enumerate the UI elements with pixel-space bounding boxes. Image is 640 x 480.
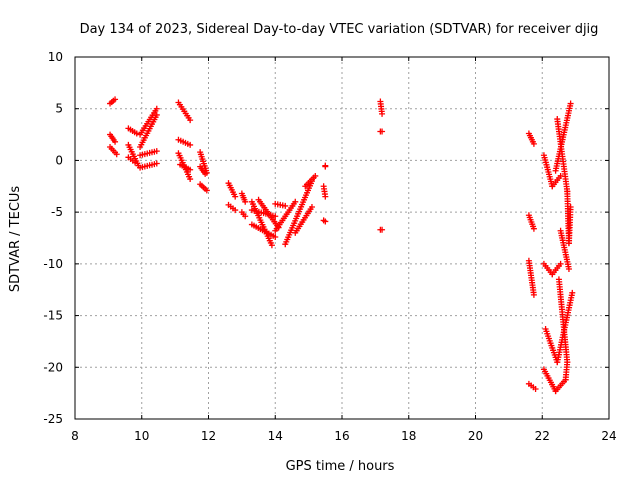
data-point <box>292 198 299 205</box>
x-tick-label: 10 <box>134 429 149 443</box>
data-point <box>532 386 539 393</box>
data-point <box>557 260 564 267</box>
data-point <box>530 140 537 147</box>
data-points <box>107 96 576 395</box>
x-tick-label: 14 <box>268 429 283 443</box>
data-point <box>232 207 239 214</box>
chart-title: Day 134 of 2023, Sidereal Day-to-day VTE… <box>80 22 599 37</box>
x-tick-label: 16 <box>334 429 349 443</box>
data-point <box>379 128 386 135</box>
data-point <box>153 105 160 112</box>
data-point <box>113 151 120 158</box>
data-point <box>272 233 279 240</box>
data-point <box>132 159 139 166</box>
data-point <box>242 198 249 205</box>
x-tick-label: 24 <box>601 429 616 443</box>
y-tick-label: -10 <box>43 257 63 271</box>
data-point <box>268 242 275 249</box>
x-tick-label: 22 <box>535 429 550 443</box>
data-point <box>112 138 119 145</box>
data-point <box>242 213 249 220</box>
data-point <box>153 160 160 167</box>
data-point <box>272 213 279 220</box>
data-point <box>530 225 537 232</box>
data-point <box>379 110 386 117</box>
data-point <box>567 203 574 210</box>
data-point <box>565 266 572 273</box>
data-point <box>322 193 329 200</box>
data-point <box>187 176 194 183</box>
y-tick-label: 0 <box>55 153 63 167</box>
x-tick-label: 8 <box>71 429 79 443</box>
x-tick-label: 18 <box>401 429 416 443</box>
y-tick-label: -20 <box>43 360 63 374</box>
y-axis-label: SDTVAR / TECUs <box>8 186 23 293</box>
data-point <box>187 141 194 148</box>
data-point <box>153 111 160 118</box>
data-point <box>202 170 209 177</box>
y-tick-label: -25 <box>43 412 63 426</box>
data-point <box>379 226 386 233</box>
data-point <box>203 187 210 194</box>
data-point <box>312 172 319 179</box>
x-tick-label: 20 <box>468 429 483 443</box>
y-tick-label: 10 <box>48 50 63 64</box>
y-axis: 10 5 0 -5 -10 -15 -20 -25 <box>43 50 609 426</box>
data-point <box>569 289 576 296</box>
data-point <box>567 100 574 107</box>
data-point <box>322 163 329 170</box>
grid-lines <box>75 57 609 419</box>
data-point <box>322 218 329 225</box>
x-axis: 8 10 12 14 16 18 20 22 24 <box>71 57 617 443</box>
data-point <box>187 117 194 124</box>
y-tick-label: -5 <box>51 205 63 219</box>
y-tick-label: 5 <box>55 102 63 116</box>
data-point <box>530 291 537 298</box>
data-point <box>282 202 289 209</box>
x-tick-label: 12 <box>201 429 216 443</box>
data-point <box>112 96 119 103</box>
data-point <box>153 148 160 155</box>
data-point <box>232 193 239 200</box>
data-point <box>308 203 315 210</box>
data-point <box>133 130 140 137</box>
data-point <box>187 166 194 173</box>
data-point <box>564 359 571 366</box>
x-axis-label: GPS time / hours <box>286 459 395 474</box>
y-tick-label: -15 <box>43 309 63 323</box>
